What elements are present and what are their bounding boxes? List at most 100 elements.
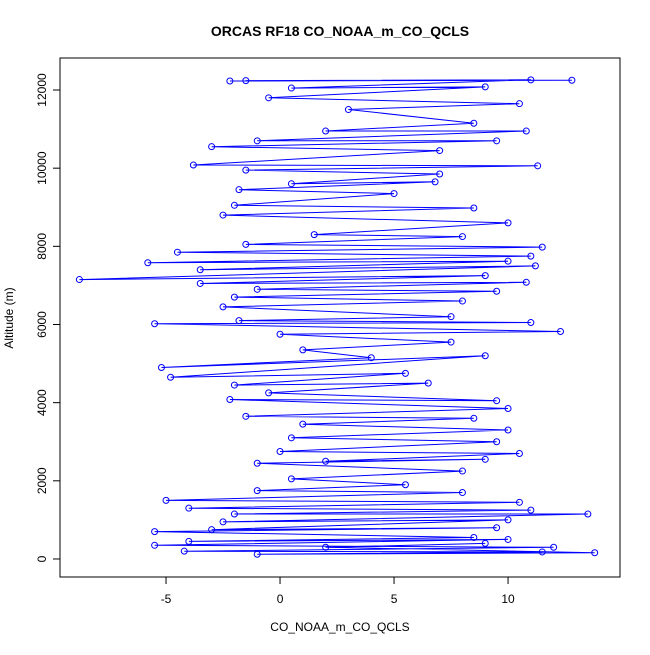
y-tick-label: 6000	[35, 311, 49, 338]
data-point	[299, 420, 307, 428]
x-tick-label: 5	[391, 592, 398, 606]
data-point	[235, 317, 243, 325]
data-point	[151, 320, 159, 328]
data-point	[196, 266, 204, 274]
y-tick-label: 4000	[35, 389, 49, 416]
data-point	[447, 313, 455, 321]
data-point	[538, 243, 546, 251]
data-point	[242, 240, 250, 248]
data-point	[591, 549, 599, 557]
data-point	[189, 161, 197, 169]
x-tick-label: 0	[277, 592, 284, 606]
data-point	[185, 537, 193, 545]
y-tick-label: 12000	[35, 73, 49, 107]
data-point	[265, 389, 273, 397]
data-point	[322, 127, 330, 135]
data-point	[481, 455, 489, 463]
data-point	[180, 547, 188, 555]
y-tick-label: 2000	[35, 467, 49, 494]
data-point	[504, 257, 512, 265]
data-point	[504, 426, 512, 434]
data-point	[144, 259, 152, 267]
data-point	[493, 287, 501, 295]
data-point	[531, 262, 539, 270]
data-point	[522, 278, 530, 286]
data-point	[276, 448, 284, 456]
data-point	[470, 414, 478, 422]
data-point	[230, 510, 238, 518]
data-point	[265, 94, 273, 102]
data-point	[253, 487, 261, 495]
data-point	[173, 248, 181, 256]
data-point	[470, 533, 478, 541]
data-point	[287, 475, 295, 483]
data-point	[458, 489, 466, 497]
data-point	[167, 373, 175, 381]
data-point	[162, 496, 170, 504]
data-point	[470, 204, 478, 212]
y-tick-label: 0	[35, 555, 49, 562]
data-point	[344, 106, 352, 114]
data-point	[230, 381, 238, 389]
plot-frame	[59, 57, 621, 578]
data-point	[504, 219, 512, 227]
data-point	[481, 272, 489, 280]
data-point	[481, 539, 489, 547]
data-point	[431, 178, 439, 186]
data-point	[534, 162, 542, 170]
data-point	[253, 137, 261, 145]
data-point	[527, 506, 535, 514]
data-point	[527, 252, 535, 260]
data-point	[235, 186, 243, 194]
data-point	[310, 231, 318, 239]
data-point	[568, 76, 576, 84]
data-point	[208, 143, 216, 151]
data-point	[527, 319, 535, 327]
data-point	[242, 77, 250, 85]
data-point	[504, 516, 512, 524]
data-point	[226, 396, 234, 404]
x-tick-label: 10	[501, 592, 515, 606]
data-point	[196, 279, 204, 287]
data-point	[185, 504, 193, 512]
data-point	[538, 548, 546, 556]
data-point	[219, 518, 227, 526]
data-point	[522, 127, 530, 135]
data-point	[556, 328, 564, 336]
data-point	[230, 293, 238, 301]
data-point	[253, 550, 261, 558]
data-point	[481, 352, 489, 360]
data-point	[493, 438, 501, 446]
data-point	[493, 137, 501, 145]
data-point	[253, 459, 261, 467]
data-point	[458, 467, 466, 475]
data-point	[151, 541, 159, 549]
data-point	[157, 363, 165, 371]
data-point	[219, 303, 227, 311]
data-point	[401, 369, 409, 377]
data-point	[219, 211, 227, 219]
data-point	[322, 543, 330, 551]
data-point	[470, 119, 478, 127]
data-point	[515, 449, 523, 457]
data-point	[75, 276, 83, 284]
data-point	[527, 76, 535, 84]
data-point	[276, 330, 284, 338]
data-point	[322, 457, 330, 465]
data-point	[458, 233, 466, 241]
data-point	[367, 354, 375, 362]
data-point	[299, 346, 307, 354]
data-point	[424, 379, 432, 387]
data-point	[481, 83, 489, 91]
chart-title: ORCAS RF18 CO_NOAA_m_CO_QCLS	[211, 23, 469, 39]
data-point	[493, 397, 501, 405]
data-point	[208, 526, 216, 534]
data-point	[436, 170, 444, 178]
data-point	[287, 434, 295, 442]
data-point	[458, 297, 466, 305]
x-axis-label: CO_NOAA_m_CO_QCLS	[270, 620, 409, 634]
data-point	[515, 100, 523, 108]
data-point	[550, 543, 558, 551]
